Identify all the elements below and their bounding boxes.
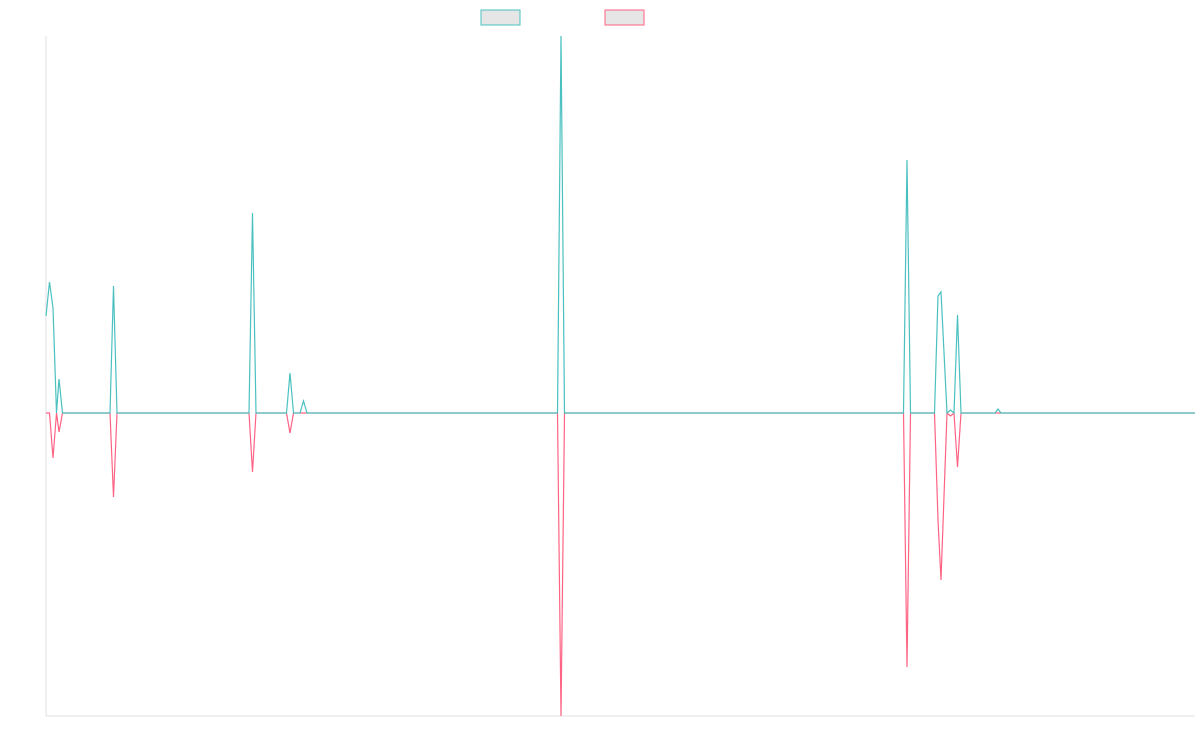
legend-swatch[interactable] [480, 9, 521, 26]
series-line [46, 411, 1195, 717]
series-line [45, 35, 1195, 415]
legend-swatch[interactable] [604, 9, 645, 26]
